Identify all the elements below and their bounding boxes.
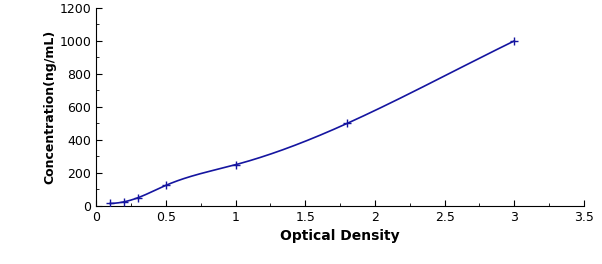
- Y-axis label: Concentration(ng/mL): Concentration(ng/mL): [44, 30, 57, 184]
- X-axis label: Optical Density: Optical Density: [281, 229, 400, 243]
